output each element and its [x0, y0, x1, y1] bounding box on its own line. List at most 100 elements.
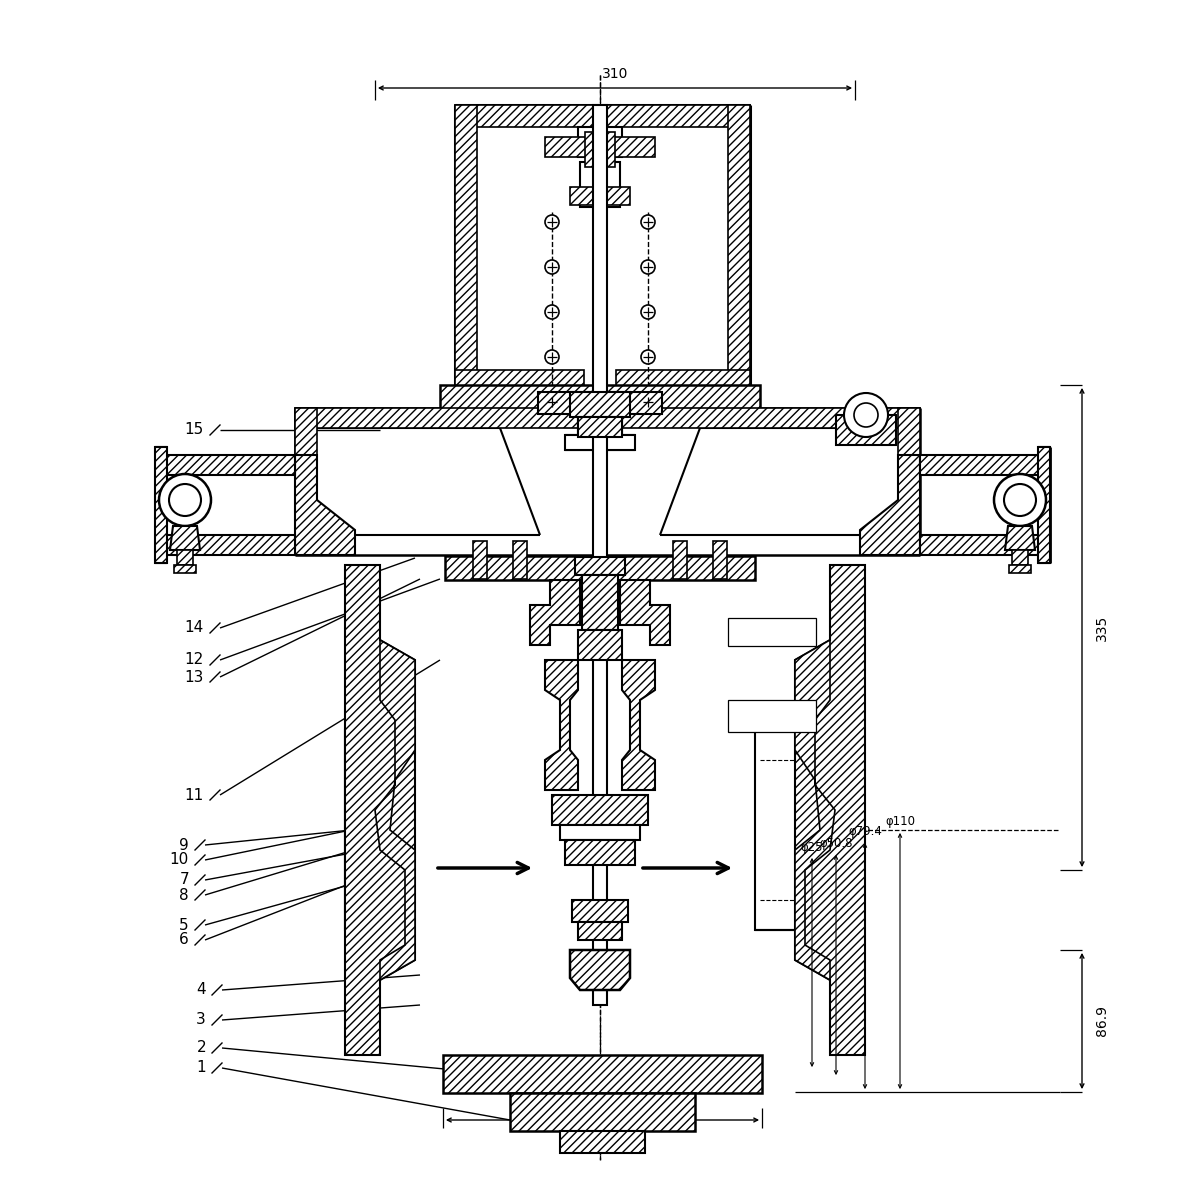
Text: 15: 15: [185, 422, 204, 438]
Text: φ110: φ110: [885, 814, 915, 827]
Polygon shape: [295, 454, 355, 555]
Text: 5: 5: [180, 917, 189, 933]
Circle shape: [159, 474, 211, 526]
Polygon shape: [582, 576, 617, 629]
Text: 6: 6: [179, 933, 189, 947]
Text: 1: 1: [197, 1060, 206, 1076]
Circle shape: [844, 393, 888, 436]
Text: φ50.8: φ50.8: [819, 837, 852, 850]
Circle shape: [994, 474, 1046, 526]
Polygon shape: [570, 187, 629, 205]
Text: 12: 12: [185, 652, 204, 668]
Polygon shape: [165, 454, 295, 475]
Polygon shape: [585, 132, 615, 167]
Polygon shape: [728, 617, 817, 646]
Polygon shape: [755, 730, 811, 930]
Text: φ25: φ25: [801, 840, 824, 854]
Polygon shape: [345, 565, 415, 1055]
Polygon shape: [594, 106, 607, 1005]
Polygon shape: [1038, 447, 1050, 564]
Polygon shape: [513, 541, 528, 579]
Text: 11: 11: [185, 788, 204, 802]
Polygon shape: [454, 106, 751, 127]
Circle shape: [546, 350, 559, 364]
Text: 4-φ16: 4-φ16: [754, 710, 790, 723]
Polygon shape: [552, 795, 647, 825]
Polygon shape: [454, 370, 584, 392]
Circle shape: [546, 260, 559, 275]
Text: 8: 8: [180, 887, 189, 903]
Polygon shape: [1010, 565, 1031, 573]
Polygon shape: [795, 565, 864, 1055]
Polygon shape: [177, 550, 193, 565]
Text: φ79.4: φ79.4: [848, 825, 882, 837]
Circle shape: [546, 305, 559, 319]
Polygon shape: [565, 840, 635, 864]
Polygon shape: [1005, 526, 1035, 550]
Circle shape: [641, 215, 655, 229]
Polygon shape: [155, 447, 167, 564]
Text: 86.9: 86.9: [1095, 1006, 1109, 1036]
Text: 3: 3: [197, 1012, 206, 1028]
Circle shape: [546, 215, 559, 229]
Polygon shape: [898, 408, 920, 555]
Polygon shape: [673, 541, 687, 579]
Polygon shape: [578, 417, 622, 436]
Polygon shape: [620, 580, 670, 645]
Text: 2: 2: [197, 1041, 206, 1055]
Polygon shape: [728, 700, 817, 733]
Circle shape: [546, 394, 559, 409]
Polygon shape: [1012, 550, 1028, 565]
Polygon shape: [454, 106, 477, 392]
Circle shape: [641, 350, 655, 364]
Circle shape: [854, 403, 878, 427]
Polygon shape: [920, 535, 1040, 555]
Circle shape: [641, 305, 655, 319]
Polygon shape: [578, 414, 622, 439]
Polygon shape: [616, 370, 751, 392]
Polygon shape: [580, 162, 620, 207]
Text: 335: 335: [1095, 614, 1109, 640]
Polygon shape: [795, 640, 835, 980]
Polygon shape: [530, 580, 580, 645]
Polygon shape: [572, 900, 628, 922]
Circle shape: [169, 484, 201, 516]
Polygon shape: [578, 629, 622, 659]
Circle shape: [641, 260, 655, 275]
Polygon shape: [728, 106, 751, 392]
Polygon shape: [560, 825, 640, 840]
Text: 9: 9: [179, 837, 189, 852]
Polygon shape: [445, 556, 755, 580]
Text: 4: 4: [197, 982, 206, 998]
Polygon shape: [546, 659, 578, 790]
Polygon shape: [713, 541, 727, 579]
Polygon shape: [578, 127, 622, 157]
Polygon shape: [165, 535, 295, 555]
Polygon shape: [570, 392, 629, 417]
Polygon shape: [576, 558, 625, 576]
Polygon shape: [570, 950, 629, 990]
Polygon shape: [920, 454, 1040, 475]
Polygon shape: [440, 385, 760, 410]
Text: M16×1.5: M16×1.5: [746, 626, 799, 639]
Polygon shape: [622, 659, 655, 790]
Polygon shape: [565, 435, 635, 450]
Polygon shape: [860, 454, 920, 555]
Text: 310: 310: [602, 67, 628, 82]
Text: 160: 160: [589, 1129, 616, 1143]
Polygon shape: [546, 137, 655, 157]
Polygon shape: [472, 541, 487, 579]
Polygon shape: [836, 415, 896, 445]
Polygon shape: [170, 526, 200, 550]
Polygon shape: [442, 1055, 763, 1093]
Text: 10: 10: [170, 852, 189, 868]
Polygon shape: [538, 392, 662, 414]
Circle shape: [1004, 484, 1036, 516]
Polygon shape: [295, 408, 920, 428]
Polygon shape: [345, 730, 400, 930]
Polygon shape: [510, 1093, 695, 1131]
Polygon shape: [560, 1131, 645, 1153]
Text: 7: 7: [180, 873, 189, 887]
Polygon shape: [578, 922, 622, 940]
Text: 13: 13: [185, 669, 204, 685]
